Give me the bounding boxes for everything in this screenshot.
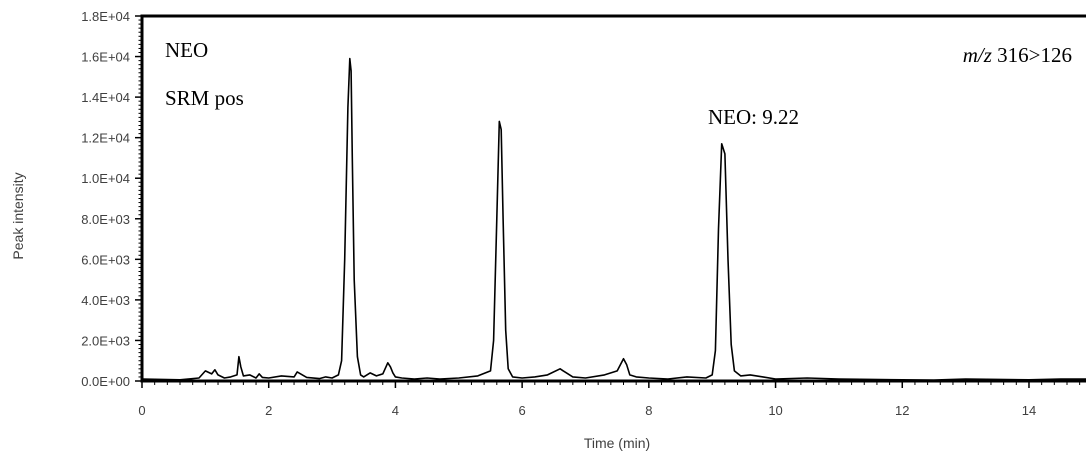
y-axis-ticks: 0.0E+00 2.0E+03 4.0E+03 6.0E+03 8.0E+03 1.0E+… [81, 9, 142, 389]
y-tick-label: 8.0E+03 [81, 212, 130, 227]
transition-value: 316>126 [992, 43, 1072, 67]
y-tick-label: 4.0E+03 [81, 293, 130, 308]
y-tick-label: 1.2E+04 [81, 131, 130, 146]
y-tick-label: 1.4E+04 [81, 90, 130, 105]
x-tick-label: 0 [138, 403, 145, 418]
y-axis-title: Peak intensity [10, 172, 26, 259]
x-tick-label: 4 [392, 403, 399, 418]
x-tick-label: 12 [895, 403, 909, 418]
series-line [141, 57, 1086, 381]
x-tick-label: 14 [1022, 403, 1036, 418]
y-tick-label: 1.6E+04 [81, 50, 130, 65]
y-tick-label: 0.0E+00 [81, 374, 130, 389]
y-tick-label: 6.0E+03 [81, 252, 130, 267]
peak-label: NEO: 9.22 [708, 105, 799, 129]
x-tick-label: 8 [645, 403, 652, 418]
y-tick-label: 1.8E+04 [81, 9, 130, 24]
y-tick-label: 1.0E+04 [81, 171, 130, 186]
transition-prefix: m/z [963, 43, 992, 67]
mode-label: SRM pos [165, 86, 244, 110]
transition-label: m/z 316>126 [963, 43, 1072, 67]
y-tick-label: 2.0E+03 [81, 333, 130, 348]
x-axis-title: Time (min) [584, 435, 650, 451]
x-tick-label: 6 [519, 403, 526, 418]
x-tick-label: 10 [768, 403, 782, 418]
compound-label: NEO [165, 38, 208, 62]
x-tick-label: 2 [265, 403, 272, 418]
x-axis-ticks: 0 2 4 6 8 10 12 14 [138, 381, 1081, 418]
